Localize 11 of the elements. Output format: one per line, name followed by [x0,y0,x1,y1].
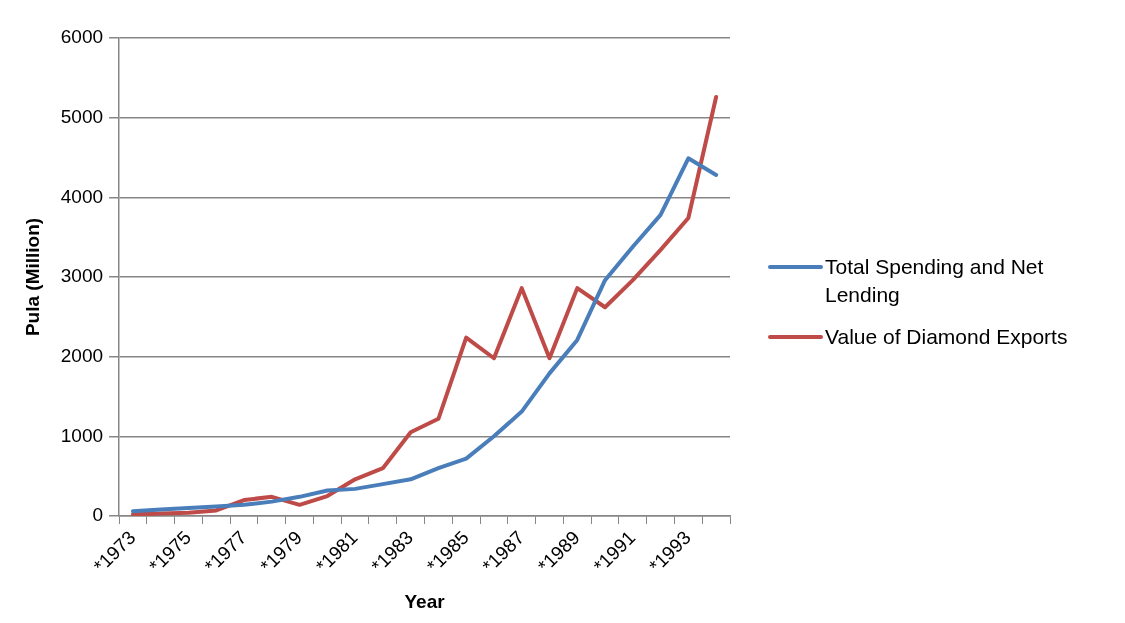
y-tick-label: 1000 [60,424,104,446]
y-axis-title: Pula (Million) [21,217,43,337]
legend-label: Value of Diamond Exports [825,324,1068,350]
y-tick-label: 5000 [60,105,104,127]
y-tick-label: 2000 [60,344,104,366]
y-tick-label: 6000 [60,26,104,48]
y-tick-label: 0 [92,504,104,526]
x-axis-title: Year [404,590,446,612]
y-tick-label: 3000 [60,265,104,287]
y-tick-label: 4000 [60,185,104,207]
legend-label: Total Spending and Net Lending [825,254,1045,308]
